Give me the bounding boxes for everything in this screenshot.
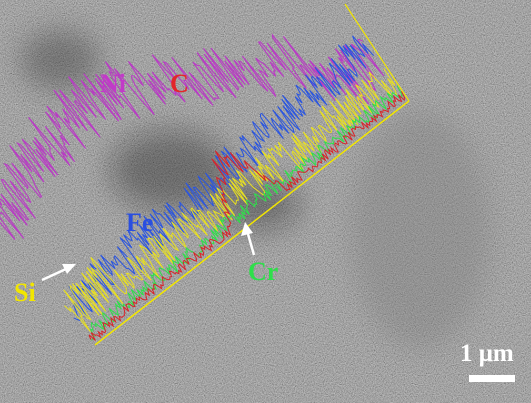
sem-image: Ni C Fe Cr Si 1 μm [0,0,531,403]
c-label: C [170,69,189,98]
ni-label: Ni [100,69,126,98]
scale-bar [469,375,515,382]
fe-label: Fe [126,208,153,237]
cr-label: Cr [248,257,278,286]
scale-bar-label: 1 μm [460,340,514,367]
si-label: Si [14,278,36,307]
